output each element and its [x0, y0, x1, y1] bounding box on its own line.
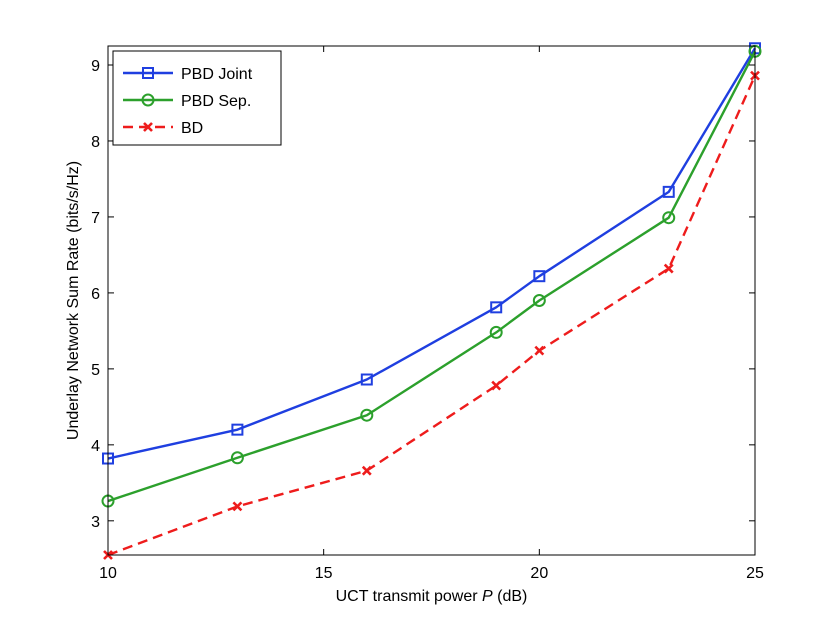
data-point	[361, 465, 372, 476]
y-tick-label: 9	[91, 58, 100, 75]
x-axis-label-prefix: UCT transmit power	[336, 588, 482, 605]
legend-marker	[142, 67, 154, 79]
plot-area-frame	[107, 45, 756, 556]
y-tick-label: 8	[91, 134, 100, 151]
series-bd	[103, 70, 760, 560]
x-axis-label-suffix: (dB)	[493, 588, 528, 605]
legend: PBD Joint PBD Sep. BD	[112, 50, 282, 146]
legend-label: PBD Joint	[181, 66, 253, 83]
legend-item: BD	[123, 120, 203, 137]
legend-box	[112, 50, 282, 146]
x-axis-label-variable: P	[482, 588, 493, 605]
y-tick-label: 6	[91, 286, 100, 303]
legend-label: PBD Sep.	[181, 93, 251, 110]
data-point	[663, 263, 674, 274]
legend-marker	[143, 122, 153, 132]
legend-item: PBD Joint	[123, 66, 253, 83]
y-tick-label: 5	[91, 362, 100, 379]
x-tick-label: 15	[315, 565, 333, 582]
y-tick-label: 3	[91, 514, 100, 531]
data-point	[360, 408, 374, 422]
legend-marker	[141, 93, 155, 107]
data-point	[490, 301, 503, 314]
data-point	[232, 501, 243, 512]
data-point	[231, 423, 244, 436]
series-line	[107, 50, 757, 503]
x-axis-label: UCT transmit power P (dB)	[336, 588, 528, 605]
axis-ticks: 10 15 20 25 3 4 5 6 7 8 9	[91, 46, 764, 582]
series-line	[107, 75, 757, 557]
legend-label: BD	[181, 120, 203, 137]
y-tick-label: 7	[91, 210, 100, 227]
x-tick-label: 20	[530, 565, 548, 582]
data-point	[230, 451, 244, 465]
data-point	[662, 185, 675, 198]
data-point	[533, 270, 546, 283]
legend-item: PBD Sep.	[123, 93, 251, 110]
data-point	[662, 211, 676, 225]
data-point	[532, 294, 546, 307]
y-tick-label: 4	[91, 438, 100, 455]
x-tick-label: 25	[746, 565, 764, 582]
data-point	[360, 373, 373, 386]
data-point	[489, 325, 503, 339]
data-point	[534, 345, 545, 356]
data-point	[491, 380, 502, 391]
x-tick-label: 10	[99, 565, 117, 582]
series-line	[107, 47, 757, 460]
y-axis-label: Underlay Network Sum Rate (bits/s/Hz)	[65, 161, 82, 440]
